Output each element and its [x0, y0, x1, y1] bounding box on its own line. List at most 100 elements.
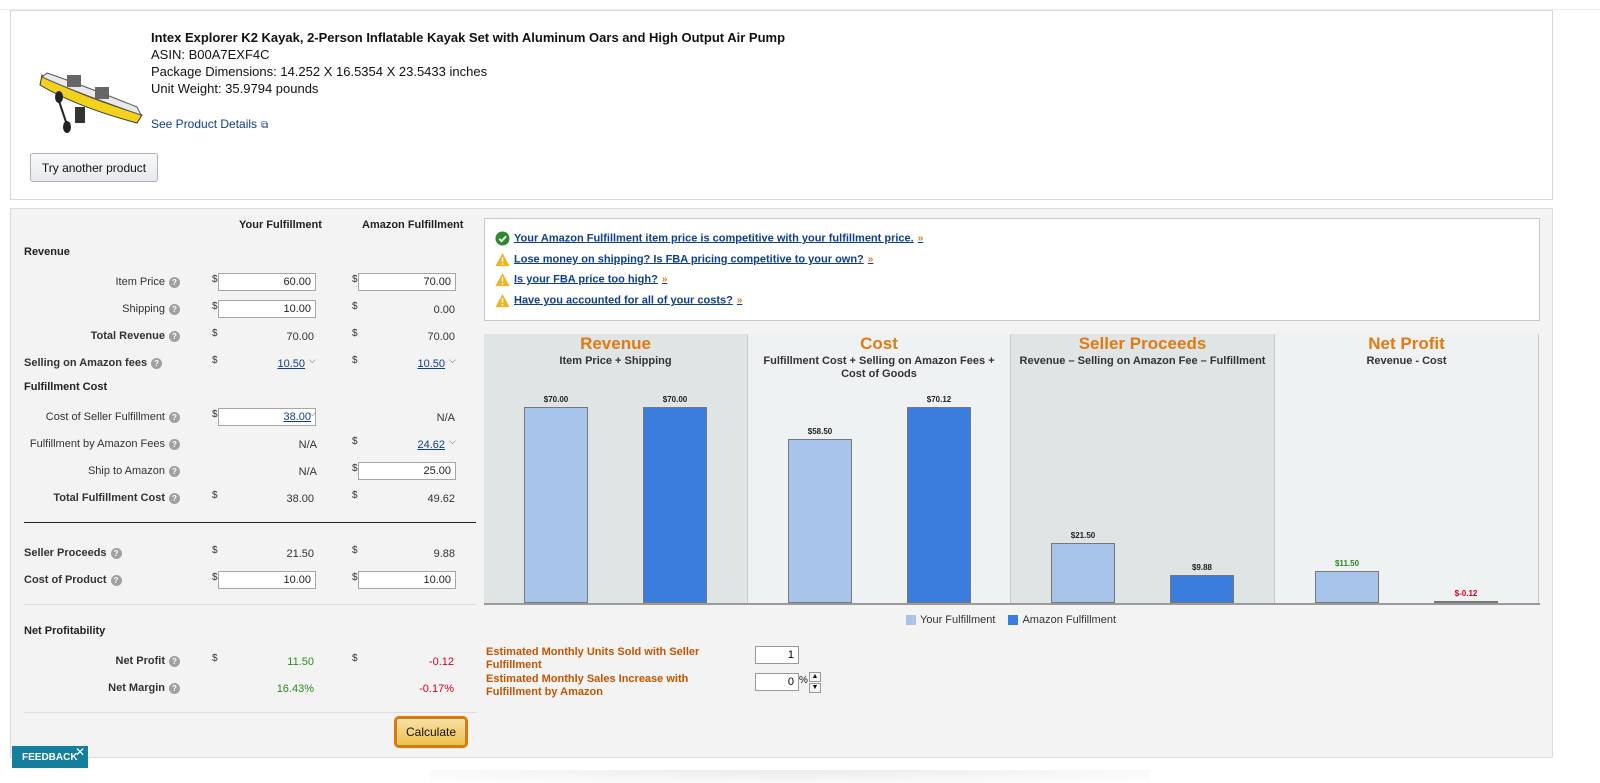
- chevron-double-down-icon: »: [867, 254, 874, 266]
- close-icon[interactable]: ✕: [74, 745, 85, 759]
- amazon-cost-of-product-input[interactable]: [358, 571, 456, 589]
- chart-pane-title: Seller Proceeds: [1078, 334, 1207, 353]
- currency-symbol: $: [212, 301, 218, 312]
- try-another-product-button[interactable]: Try another product: [30, 153, 158, 182]
- chart-bar-you-2: [1051, 542, 1115, 603]
- chart-pane-title: Net Profit: [1368, 334, 1445, 353]
- currency-symbol: $: [352, 436, 358, 447]
- help-icon[interactable]: ?: [169, 492, 180, 504]
- feedback-tab[interactable]: FEEDBACK ✕: [12, 745, 88, 768]
- currency-symbol: $: [352, 490, 358, 501]
- chart-bar-you-3: [1315, 570, 1379, 603]
- chart-data-label: $70.00: [543, 395, 569, 404]
- currency-symbol: $: [212, 653, 218, 664]
- your-seller-fulfillment-input[interactable]: 38.00: [218, 408, 316, 426]
- product-dimensions: Package Dimensions: 14.252 X 16.5354 X 2…: [151, 64, 488, 79]
- your-item-price-input[interactable]: [218, 273, 316, 291]
- chart-pane-subtitle: Item Price + Shipping: [559, 355, 672, 367]
- section-fulfillment-cost: Fulfillment Cost: [24, 381, 108, 393]
- feedback-label: FEEDBACK: [22, 752, 78, 763]
- profitability-chart: Revenue Item Price + Shipping Cost Fulfi…: [484, 334, 1540, 606]
- chart-bar-amz-3: [1434, 601, 1498, 603]
- your-fba-fees-value: N/A: [298, 439, 317, 451]
- currency-symbol: $: [212, 409, 218, 420]
- chevron-double-down-icon: »: [661, 274, 668, 286]
- chart-data-label: $9.88: [1191, 563, 1213, 573]
- help-icon[interactable]: ?: [169, 303, 180, 315]
- legend-swatch-your: [906, 615, 916, 626]
- chart-data-label: $70.00: [662, 395, 688, 404]
- help-icon[interactable]: ?: [110, 547, 122, 559]
- message-item-competitive[interactable]: Your Amazon Fulfillment item price is co…: [495, 231, 923, 246]
- help-icon[interactable]: ?: [110, 574, 122, 586]
- chevron-down-icon[interactable]: ⌵: [449, 436, 456, 446]
- chart-bar-amz-0: [643, 407, 707, 603]
- amazon-selling-fees-link[interactable]: 10.50: [417, 358, 445, 370]
- your-total-fulfillment-value: 38.00: [286, 493, 314, 505]
- your-ship-to-amazon-value: N/A: [298, 466, 317, 478]
- currency-symbol: $: [352, 328, 358, 339]
- chevron-double-down-icon: »: [736, 295, 743, 307]
- increase-stepper[interactable]: ▲ ▼: [809, 672, 821, 694]
- net-profit-label: Net Profit?: [116, 655, 180, 667]
- currency-symbol: $: [212, 545, 218, 556]
- message-item-price-high[interactable]: Is your FBA price too high?»: [495, 272, 667, 287]
- chart-data-label: $-0.12: [1454, 589, 1478, 598]
- help-icon[interactable]: ?: [169, 438, 180, 450]
- stepper-down-icon[interactable]: ▼: [809, 683, 821, 693]
- help-icon[interactable]: ?: [169, 655, 180, 667]
- chevron-down-icon[interactable]: ⌵: [449, 355, 456, 365]
- check-circle-icon: [495, 231, 510, 246]
- cost-of-product-label: Cost of Product?: [24, 574, 122, 586]
- product-summary: Intex Explorer K2 Kayak, 2-Person Inflat…: [10, 10, 1553, 200]
- help-icon[interactable]: ?: [169, 330, 180, 342]
- legend-swatch-amazon: [1008, 615, 1019, 626]
- your-seller-proceeds-value: 21.50: [286, 548, 314, 560]
- top-edge: [0, 0, 1600, 10]
- est-increase-input[interactable]: [755, 673, 799, 691]
- amazon-seller-proceeds-value: 9.88: [433, 548, 455, 560]
- chart-data-label: $70.12: [926, 394, 952, 404]
- message-item-shipping[interactable]: Lose money on shipping? Is FBA pricing c…: [495, 252, 873, 267]
- chevron-down-icon[interactable]: ⌵: [309, 355, 316, 365]
- currency-symbol: $: [212, 572, 218, 583]
- chart-legend: Your Fulfillment Amazon Fulfillment: [906, 614, 1116, 626]
- est-increase-label: Estimated Monthly Sales Increase with Fu…: [486, 673, 689, 698]
- your-selling-fees-link[interactable]: 10.50: [277, 358, 305, 370]
- currency-symbol: $: [352, 355, 358, 366]
- help-icon[interactable]: ?: [169, 276, 180, 288]
- seller-proceeds-label: Seller Proceeds?: [24, 547, 122, 559]
- section-net-profitability: Net Profitability: [24, 625, 106, 637]
- column-header-amazon-fulfillment: Amazon Fulfillment: [362, 219, 464, 231]
- your-cost-of-product-input[interactable]: [218, 571, 316, 589]
- see-product-details-link[interactable]: See Product Details ⧉: [151, 117, 268, 131]
- stepper-up-icon[interactable]: ▲: [809, 672, 821, 682]
- help-icon[interactable]: ?: [169, 465, 180, 477]
- divider: [24, 712, 476, 713]
- see-details-label: See Product Details: [151, 117, 258, 131]
- chart-pane-subtitle: Revenue - Cost: [1366, 355, 1447, 367]
- currency-symbol: $: [352, 274, 358, 285]
- seller-fulfillment-value: 38.00: [283, 411, 311, 423]
- help-icon[interactable]: ?: [169, 411, 180, 423]
- legend-label-amazon: Amazon Fulfillment: [1022, 614, 1117, 626]
- currency-symbol: $: [352, 545, 358, 556]
- message-item-costs[interactable]: Have you accounted for all of your costs…: [495, 293, 742, 308]
- help-icon[interactable]: ?: [169, 682, 180, 694]
- calculate-button[interactable]: Calculate: [396, 718, 466, 746]
- chevron-down-icon[interactable]: ⌵: [309, 408, 316, 418]
- chart-pane-subtitle: Fulfillment Cost + Selling on Amazon Fee…: [763, 355, 995, 380]
- est-units-input[interactable]: [755, 646, 799, 664]
- your-shipping-input[interactable]: [218, 300, 316, 318]
- total-fulfillment-label: Total Fulfillment Cost?: [53, 492, 180, 504]
- amazon-ship-to-amazon-input[interactable]: [358, 462, 456, 480]
- divider: [24, 522, 476, 523]
- section-revenue: Revenue: [24, 246, 70, 258]
- currency-symbol: $: [352, 653, 358, 664]
- chevron-double-down-icon: »: [917, 233, 924, 245]
- column-header-your-fulfillment: Your Fulfillment: [239, 219, 322, 231]
- amazon-item-price-input[interactable]: [358, 273, 456, 291]
- help-icon[interactable]: ?: [151, 357, 163, 369]
- amazon-fba-fees-link[interactable]: 24.62: [417, 439, 445, 451]
- est-units-label: Estimated Monthly Units Sold with Seller…: [486, 646, 700, 671]
